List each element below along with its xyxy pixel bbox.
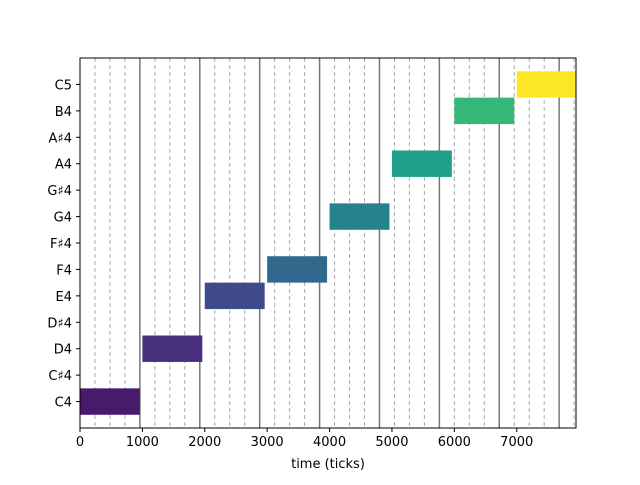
note-bar <box>80 388 140 415</box>
x-axis-ticks: 0 1000 2000 3000 4000 5000 6000 7000 <box>76 428 533 450</box>
y-tick-label: C♯4 <box>48 369 72 384</box>
note-bar <box>142 335 203 362</box>
y-axis-ticks: C4 C♯4 D4 D♯4 E4 F4 F♯4 G4 G♯4 A4 A♯4 B4 C5 <box>47 78 80 411</box>
y-tick-label: F4 <box>56 263 72 278</box>
x-tick-label: 0 <box>76 435 84 450</box>
note-layer <box>80 71 576 415</box>
note-bar <box>454 97 515 125</box>
y-tick-label: A4 <box>55 158 72 173</box>
note-bar <box>329 203 390 230</box>
x-tick-label: 4000 <box>313 435 346 450</box>
y-tick-label: E4 <box>56 290 73 305</box>
y-tick-label: D♯4 <box>47 316 72 331</box>
x-tick-label: 6000 <box>438 435 471 450</box>
x-tick-label: 3000 <box>251 435 284 450</box>
x-tick-label: 1000 <box>126 435 159 450</box>
y-tick-label: G♯4 <box>47 184 72 199</box>
note-bar <box>391 150 452 177</box>
x-tick-label: 7000 <box>500 435 533 450</box>
y-tick-label: F♯4 <box>50 237 72 252</box>
x-tick-label: 5000 <box>375 435 408 450</box>
x-tick-label: 2000 <box>188 435 221 450</box>
y-tick-label: B4 <box>55 105 72 120</box>
y-tick-label: C5 <box>55 78 72 93</box>
x-axis-label: time (ticks) <box>291 457 365 472</box>
y-tick-label: A♯4 <box>49 131 72 146</box>
y-tick-label: C4 <box>55 396 72 411</box>
note-bar <box>204 282 265 310</box>
note-bar <box>267 256 328 283</box>
y-tick-label: G4 <box>54 211 72 226</box>
y-tick-label: D4 <box>54 343 72 358</box>
note-bar <box>516 71 576 98</box>
